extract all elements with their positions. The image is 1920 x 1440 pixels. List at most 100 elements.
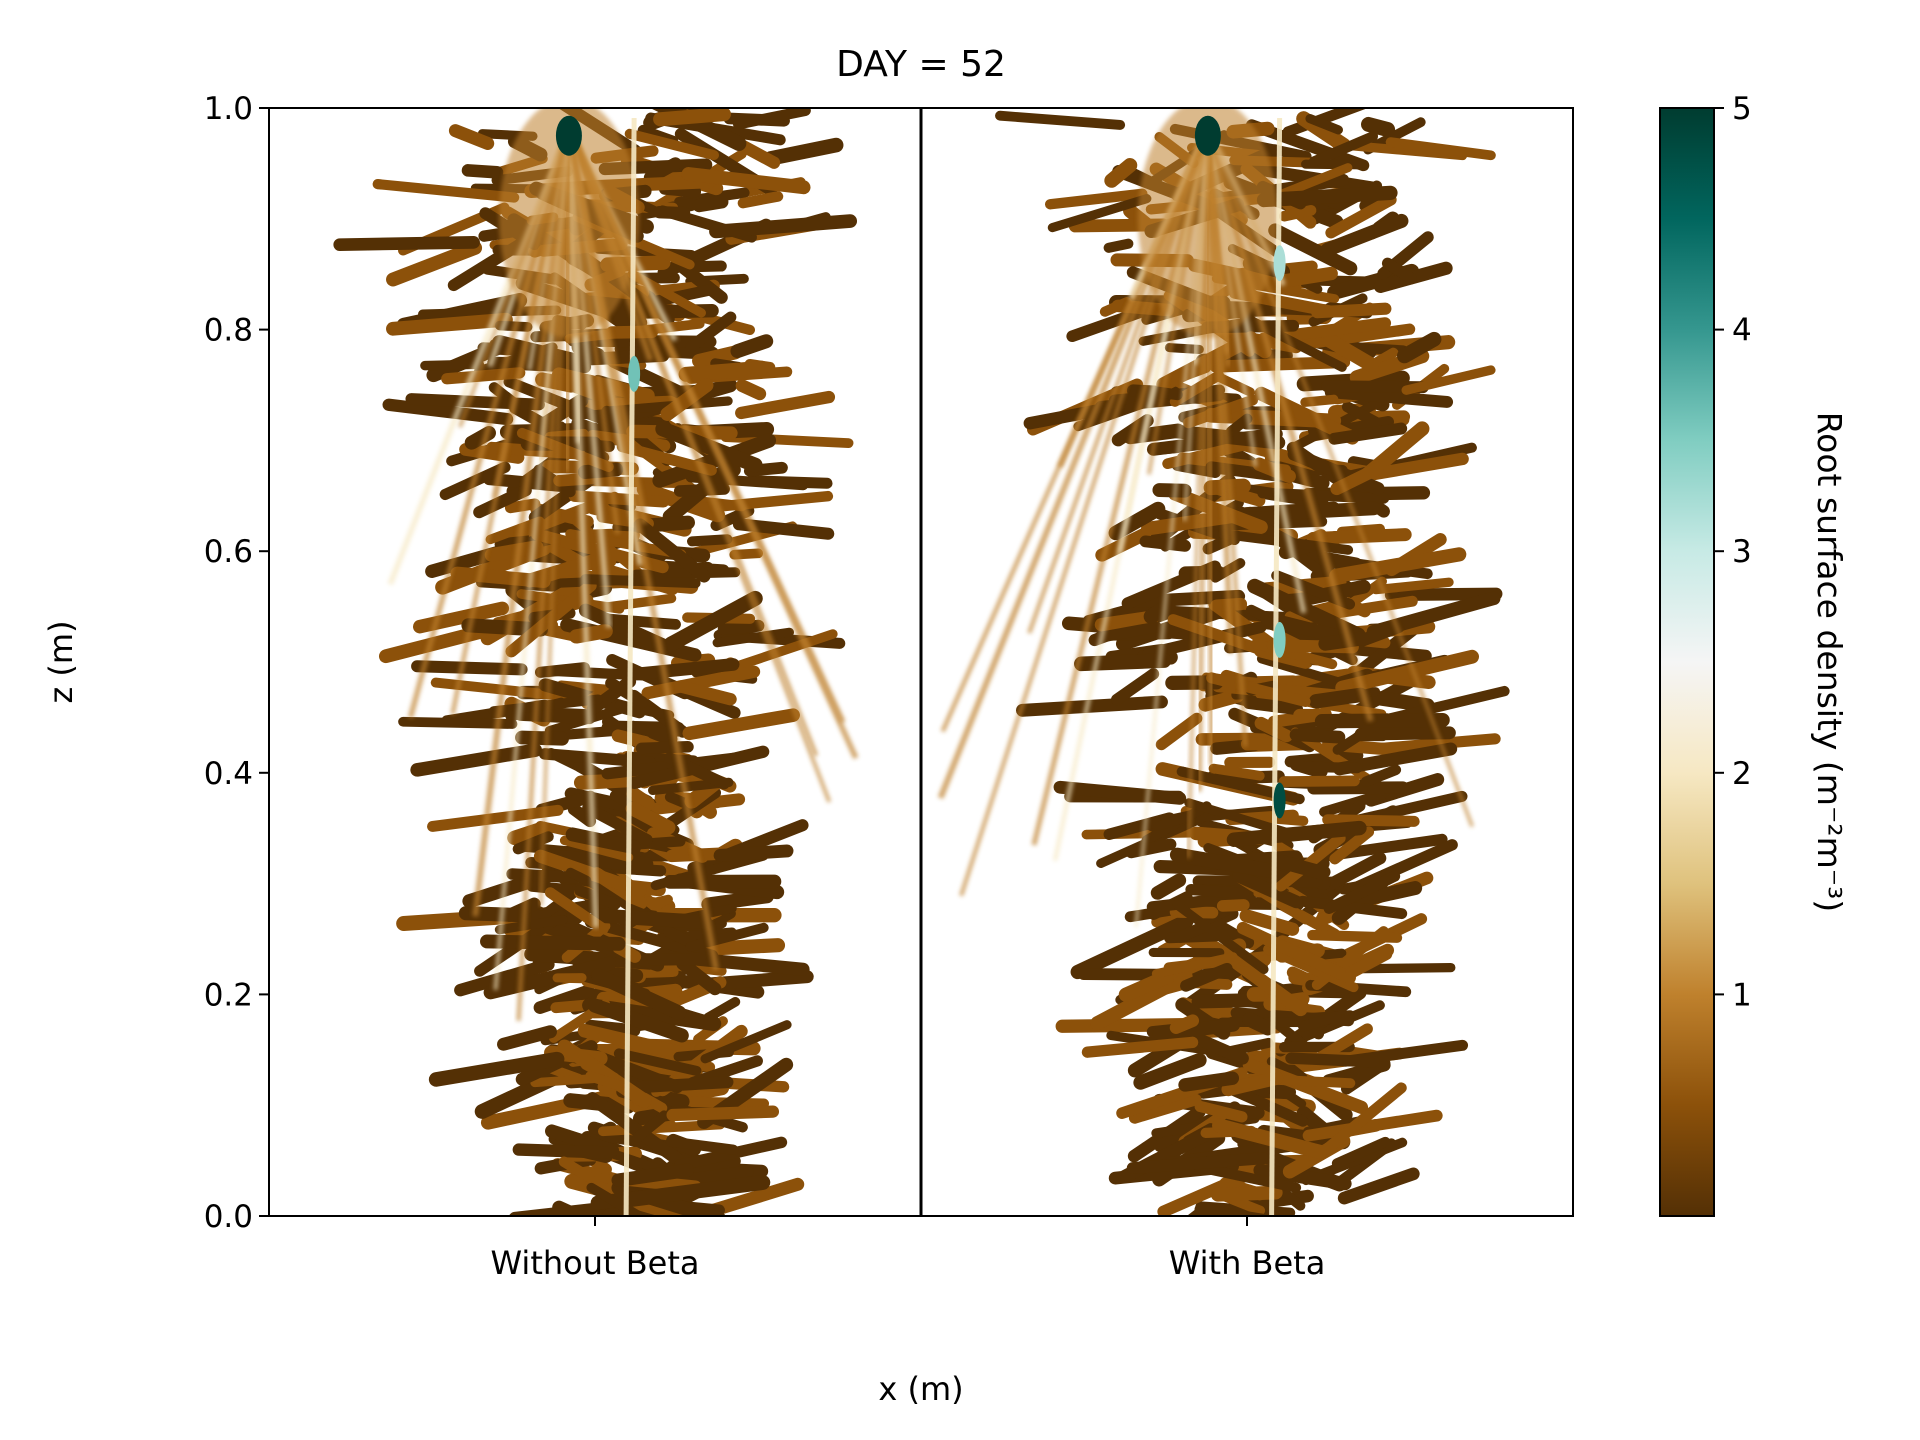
- root-segment: [1323, 870, 1401, 914]
- root-segment: [586, 1182, 643, 1216]
- y-tick-label: 0.0: [204, 1199, 253, 1235]
- root-segment: [1206, 672, 1311, 707]
- root-segment: [1288, 392, 1395, 453]
- root-segment: [1180, 962, 1233, 992]
- root-segment: [1137, 108, 1278, 338]
- root-segment: [488, 694, 603, 717]
- root-segment: [1335, 649, 1480, 695]
- root-segment: [701, 889, 774, 912]
- colorbar-tick-label: 3: [1732, 534, 1752, 570]
- root-segment: [1320, 213, 1409, 257]
- root-segment: [1278, 775, 1360, 788]
- root-segment: [744, 358, 776, 373]
- root-segment: [1247, 578, 1366, 643]
- root-segment: [1354, 726, 1456, 741]
- root-segment: [386, 240, 483, 287]
- root-segment: [646, 725, 678, 746]
- root-segment: [1274, 854, 1328, 880]
- y-axis: 0.0 0.2 0.4 0.6 0.8 1.0: [204, 91, 269, 1235]
- root-segment: [448, 124, 495, 150]
- colorbar-tick-label: 2: [1732, 756, 1752, 792]
- root-segment: [565, 827, 642, 855]
- y-tick-label: 1.0: [204, 91, 253, 127]
- root-segment: [692, 195, 729, 213]
- root-segment: [558, 1156, 595, 1183]
- root-segment: [1306, 528, 1412, 545]
- x-tick-label: Without Beta: [490, 1244, 699, 1282]
- root-segment: [605, 677, 649, 709]
- root-segment: [1103, 238, 1134, 253]
- root-segment: [559, 835, 634, 862]
- root-segment: [673, 483, 730, 497]
- root-segment: [635, 741, 694, 755]
- root-segment: [580, 574, 701, 589]
- root-segment: [1045, 188, 1148, 210]
- root-segment: [665, 1136, 739, 1155]
- root-segment: [1337, 1167, 1420, 1205]
- root-segment: [633, 518, 711, 583]
- root-segment: [620, 1175, 771, 1208]
- root-segment: [1320, 332, 1380, 373]
- root-segment: [1139, 535, 1191, 552]
- root-segment: [512, 1143, 612, 1159]
- panel-without-beta: [333, 108, 859, 1216]
- root-segment: [1103, 812, 1176, 840]
- root-segment: [1303, 549, 1363, 573]
- root-segment: [498, 108, 639, 338]
- root-segment: [1328, 422, 1408, 445]
- root-segment: [720, 629, 838, 675]
- root-segment: [1169, 1014, 1200, 1035]
- root-segment: [502, 897, 541, 922]
- density-hotspot: [1273, 621, 1286, 658]
- root-segment: [1047, 194, 1152, 233]
- root-segment: [1111, 668, 1160, 706]
- root-segment: [676, 957, 722, 996]
- root-segment: [1325, 194, 1397, 239]
- root-segment: [1296, 1106, 1331, 1137]
- root-segment: [1172, 899, 1269, 975]
- root-segment: [1074, 653, 1172, 672]
- root-segment: [995, 110, 1126, 130]
- root-segment: [1225, 1083, 1309, 1127]
- root-segment: [1148, 440, 1184, 456]
- y-tick-label: 0.2: [204, 977, 253, 1013]
- root-segment: [1315, 1082, 1407, 1160]
- panel-with-beta: [937, 108, 1510, 1216]
- root-segment: [1133, 1052, 1207, 1090]
- root-segment: [1152, 483, 1192, 498]
- root-segment: [577, 1023, 687, 1060]
- root-segment: [1314, 712, 1450, 729]
- y-tick-label: 0.4: [204, 756, 253, 792]
- root-segment: [1318, 631, 1370, 651]
- root-segment: [1122, 423, 1186, 445]
- root-segment: [1168, 486, 1268, 534]
- root-segment: [506, 868, 582, 884]
- root-segment: [663, 590, 763, 652]
- root-segment: [703, 996, 741, 1023]
- root-segment: [687, 819, 809, 875]
- root-segment: [597, 593, 677, 613]
- root-segment: [480, 934, 626, 951]
- root-segment: [653, 206, 691, 220]
- root-segment: [1339, 881, 1423, 911]
- root-segment: [1081, 1036, 1199, 1058]
- root-segment: [652, 433, 777, 488]
- y-axis-label: z (m): [42, 620, 80, 703]
- root-segment: [461, 618, 549, 637]
- root-segment: [1299, 761, 1363, 774]
- root-segment: [1126, 1152, 1270, 1175]
- root-segment: [730, 334, 774, 359]
- root-segment: [484, 540, 544, 563]
- root-segment: [1194, 1203, 1278, 1216]
- root-segment: [700, 1020, 792, 1064]
- root-segment: [627, 835, 686, 850]
- root-segment: [1016, 695, 1168, 717]
- root-segment: [692, 345, 743, 368]
- root-segment: [1104, 158, 1138, 188]
- root-segment: [1178, 1071, 1240, 1092]
- root-segment: [1308, 131, 1379, 167]
- root-segment: [1256, 185, 1398, 208]
- root-segment: [420, 359, 485, 371]
- density-hotspot: [555, 115, 582, 156]
- root-segment: [1142, 621, 1267, 660]
